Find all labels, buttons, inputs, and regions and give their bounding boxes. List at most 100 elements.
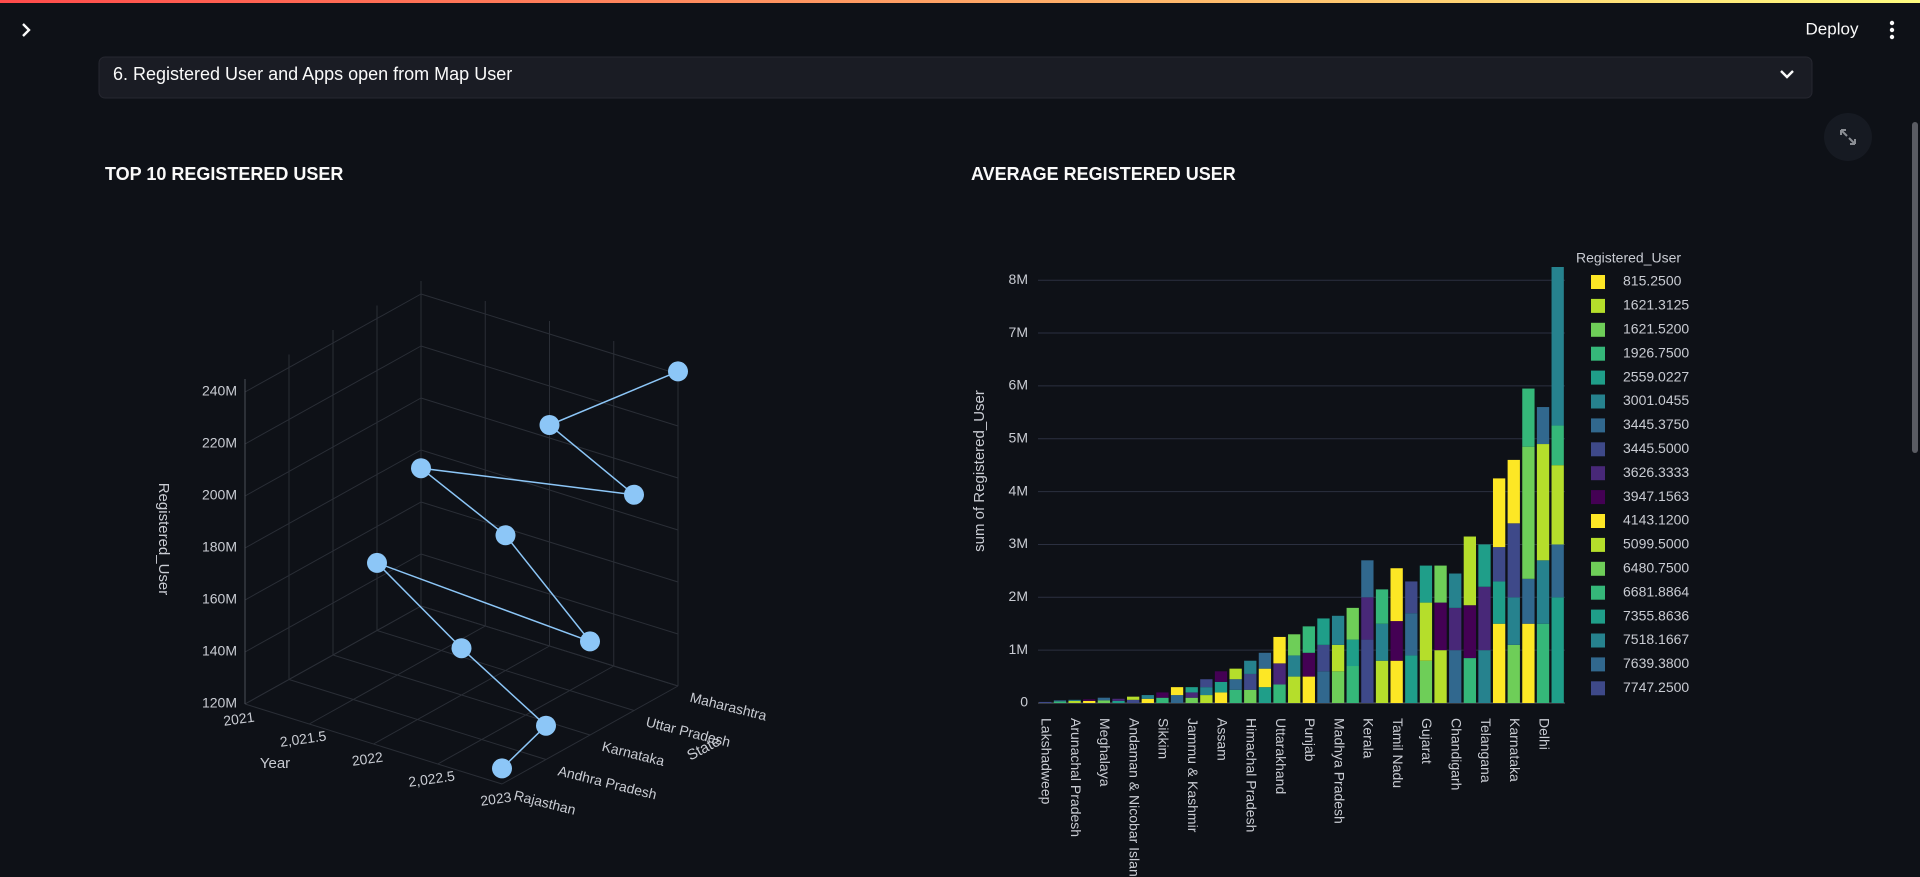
- grid-line: [420, 501, 679, 583]
- y-tick-label: 4M: [1009, 482, 1028, 498]
- bar-segment: [1141, 695, 1154, 699]
- bar-segment: [1068, 699, 1081, 701]
- legend-title: Registered_User: [1576, 250, 1681, 266]
- bar-segment: [1551, 465, 1564, 545]
- expander-chevron[interactable]: [1780, 70, 1794, 79]
- legend-label: 7518.1667: [1623, 631, 1689, 647]
- bar-segment: [1185, 697, 1198, 703]
- grid-line: [244, 397, 422, 497]
- bar-segment: [1258, 652, 1272, 669]
- z-axis-label: Registered_User: [155, 483, 172, 596]
- bar-segment: [1229, 668, 1242, 680]
- bar-segment: [1288, 655, 1301, 677]
- grid-line: [420, 553, 679, 635]
- bar-segment: [1522, 578, 1535, 624]
- legend-label: 6681.8864: [1623, 583, 1689, 599]
- grid-line: [420, 605, 679, 687]
- bar-segment: [1507, 459, 1520, 524]
- y-tick-label: Rajasthan: [512, 787, 577, 818]
- bar-segment: [1361, 639, 1374, 703]
- legend-swatch: [1591, 370, 1605, 385]
- bar-segment: [1478, 586, 1491, 651]
- bar-segment: [1288, 634, 1301, 656]
- bar-segment: [1463, 605, 1476, 659]
- point: [451, 638, 472, 659]
- x-tick-label: Jammu & Kashmir: [1185, 718, 1201, 833]
- legend-label: 815.2500: [1623, 273, 1682, 289]
- legend-label: 7639.3800: [1623, 655, 1689, 671]
- x-tick-label: 2021: [222, 709, 255, 729]
- grid-line: [376, 630, 635, 711]
- bar-segment: [1068, 700, 1081, 703]
- bar-segment: [1434, 602, 1447, 651]
- bar-segment: [1346, 666, 1359, 703]
- bar-segment: [1288, 676, 1301, 703]
- y-tick-label: 3M: [1009, 535, 1028, 551]
- x-tick-label: Punjab: [1302, 718, 1318, 762]
- main-menu[interactable]: [1889, 20, 1895, 40]
- x-tick-label: Telangana: [1478, 718, 1494, 783]
- bar-segment: [1097, 697, 1111, 701]
- legend-swatch: [1591, 298, 1605, 313]
- x-tick-label: 2022: [351, 749, 384, 769]
- legend-swatch: [1591, 609, 1605, 624]
- bar-segment: [1507, 644, 1520, 703]
- chart-title: AVERAGE REGISTERED USER: [971, 164, 1236, 184]
- x-tick-label: Arunachal Pradesh: [1068, 718, 1084, 837]
- grid-line: [288, 679, 547, 760]
- bar-segment: [1214, 681, 1228, 693]
- legend-swatch: [1591, 561, 1605, 576]
- z-tick-label: 180M: [202, 539, 237, 555]
- bar-segment: [1141, 698, 1154, 703]
- z-tick-label: 240M: [202, 383, 237, 399]
- legend-label: 1621.3125: [1623, 297, 1689, 313]
- grid-line: [244, 449, 422, 549]
- bar-segment: [1551, 425, 1564, 466]
- bar-segment: [1419, 602, 1433, 661]
- bar-segment: [1083, 699, 1096, 701]
- x-tick-label: Gujarat: [1419, 718, 1435, 764]
- point: [539, 415, 560, 435]
- bar-segment: [1258, 687, 1272, 703]
- legend: 815.2500 1621.3125 1621.5200 1926.7500 2559.…: [1591, 273, 1689, 696]
- legend-label: 3445.3750: [1623, 416, 1689, 432]
- bar-segment: [1127, 699, 1140, 703]
- bar-segment: [1536, 560, 1550, 624]
- legend-label: 7747.2500: [1623, 679, 1689, 695]
- expander-title[interactable]: 6. Registered User and Apps open from Ma…: [113, 64, 512, 84]
- scrollbar: [1912, 122, 1918, 453]
- bar-segment: [1200, 687, 1213, 696]
- bar-segment: [1200, 679, 1213, 688]
- bar-segment: [1273, 684, 1286, 703]
- grid-line: [244, 703, 503, 785]
- z-tick-label: 220M: [202, 435, 237, 451]
- grid-line: [244, 293, 422, 393]
- x-tick-label: Sikkim: [1156, 718, 1172, 759]
- fullscreen-button[interactable]: [1824, 113, 1872, 161]
- bar-segment: [1170, 687, 1184, 696]
- y-tick-label: Karnataka: [600, 738, 666, 769]
- bar-segment: [1053, 701, 1067, 703]
- point: [580, 631, 600, 652]
- legend-swatch: [1591, 490, 1605, 505]
- chart-title: TOP 10 REGISTERED USER: [105, 164, 343, 184]
- sidebar-toggle[interactable]: [22, 23, 31, 37]
- bar-segment: [1551, 544, 1564, 598]
- expander[interactable]: [98, 56, 1813, 99]
- bar-segment: [1536, 623, 1550, 703]
- bar-segment: [1317, 671, 1330, 703]
- bar-segment: [1185, 687, 1198, 693]
- y-tick-label: 8M: [1009, 271, 1028, 287]
- z-tick-label: 120M: [202, 695, 237, 711]
- legend-label: 3626.3333: [1623, 464, 1689, 480]
- grid-line: [420, 449, 679, 531]
- bar-segment: [1536, 444, 1550, 561]
- bar-segment: [1244, 673, 1257, 690]
- legend-swatch: [1591, 657, 1605, 672]
- deploy-button[interactable]: Deploy: [1806, 19, 1859, 38]
- bar-segment: [1331, 644, 1345, 672]
- x-tick-label: 2,021.5: [279, 728, 328, 750]
- bar-segment: [1156, 697, 1169, 703]
- grid-line: [244, 345, 422, 445]
